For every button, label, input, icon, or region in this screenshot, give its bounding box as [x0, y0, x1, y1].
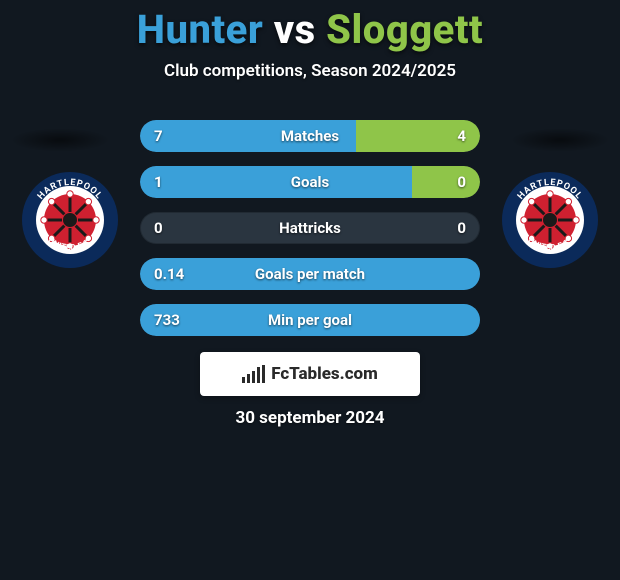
- stat-row: Goals per match0.14: [140, 258, 480, 290]
- stat-row: Min per goal733: [140, 304, 480, 336]
- stat-value-left: 0: [154, 212, 163, 244]
- brand-bars-icon: [242, 365, 265, 383]
- page-title: Hunter vs Sloggett: [0, 0, 620, 53]
- subtitle: Club competitions, Season 2024/2025: [0, 61, 620, 81]
- stat-row: Hattricks0 0: [140, 212, 480, 244]
- stat-rows: Matches74Goals10Hattricks00Goals per mat…: [140, 120, 480, 350]
- brand-text: FcTables.com: [271, 364, 378, 384]
- stat-value-left: 733: [154, 304, 180, 336]
- club-badge-right: HARTLEPOOL UNITED F.C.: [500, 170, 600, 270]
- stat-label: Matches: [140, 120, 480, 152]
- stat-label: Min per goal: [140, 304, 480, 336]
- h2h-infographic: Hunter vs Sloggett Club competitions, Se…: [0, 0, 620, 580]
- stat-row: Goals1 0: [140, 166, 480, 198]
- stat-value-left: 7: [154, 120, 163, 152]
- club-badge-left: HARTLEPOOL UNITED F.C.: [20, 170, 120, 270]
- date-text: 30 september 2024: [0, 408, 620, 428]
- vs-text: vs: [274, 6, 316, 53]
- badge-shadow-left: [10, 128, 110, 152]
- brand-box: FcTables.com: [200, 352, 420, 396]
- stat-value-left: 0.14: [154, 258, 184, 290]
- stat-label: Goals per match: [140, 258, 480, 290]
- stat-value-right: 4: [457, 120, 466, 152]
- stat-row: Matches7 4: [140, 120, 480, 152]
- player-left-name: Hunter: [137, 6, 263, 53]
- stat-value-left: 1: [154, 166, 163, 198]
- stat-label: Goals: [140, 166, 480, 198]
- stat-value-right: 0: [457, 166, 466, 198]
- stat-value-right: 0: [457, 212, 466, 244]
- player-right-name: Sloggett: [326, 6, 483, 53]
- stat-label: Hattricks: [140, 212, 480, 244]
- badge-shadow-right: [510, 128, 610, 152]
